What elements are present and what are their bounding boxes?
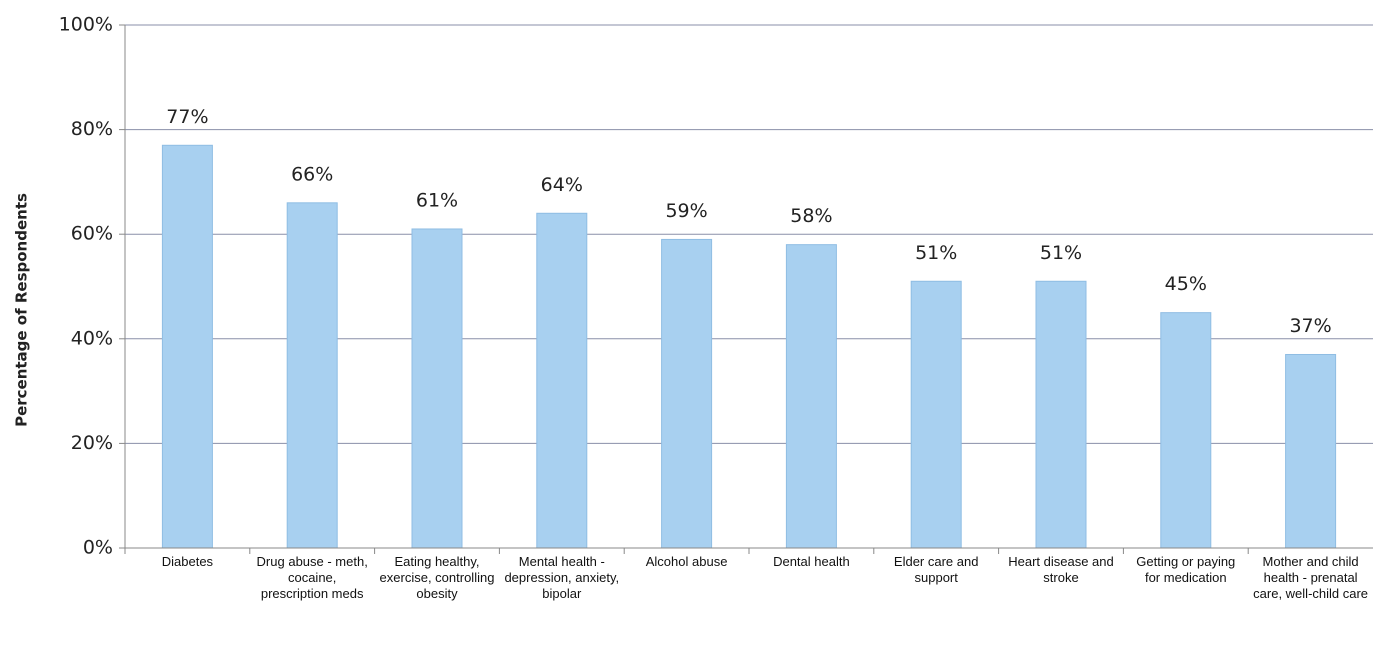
bar [910, 280, 962, 549]
y-tick-label: 20% [71, 432, 113, 454]
value-label: 51% [1040, 242, 1082, 264]
x-tick-label: Eating healthy, exercise, controlling ob… [379, 554, 495, 601]
bar [661, 238, 713, 549]
bar [1035, 280, 1087, 549]
x-tick-label: Dental health [773, 554, 850, 569]
x-tick-label: Mental health - depression, anxiety, bip… [504, 554, 620, 601]
value-label: 66% [291, 163, 333, 185]
x-tick-label: Heart disease and stroke [1008, 554, 1114, 585]
y-axis-title: Percentage of Respondents [13, 193, 31, 427]
bar [161, 144, 213, 549]
bar [785, 244, 837, 549]
bar [536, 212, 588, 549]
value-label: 58% [790, 205, 832, 227]
x-tick-label: Getting or paying for medication [1136, 554, 1236, 585]
bar [411, 228, 463, 549]
x-tick-label: Elder care and support [893, 554, 979, 585]
x-tick-label: Mother and child health - prenatal care,… [1253, 554, 1369, 601]
value-label: 64% [541, 174, 583, 196]
bar [1160, 312, 1212, 549]
value-label: 45% [1165, 273, 1207, 295]
value-label: 77% [166, 106, 208, 128]
y-tick-label: 100% [59, 14, 113, 36]
value-label: 61% [416, 189, 458, 211]
bar [286, 202, 338, 549]
value-label: 59% [665, 200, 707, 222]
bar [1285, 353, 1337, 549]
value-label: 37% [1289, 315, 1331, 337]
y-tick-label: 60% [71, 223, 113, 245]
y-tick-label: 80% [71, 118, 113, 140]
x-tick-label: Alcohol abuse [645, 554, 728, 569]
y-tick-label: 0% [83, 537, 113, 559]
x-tick-label: Diabetes [161, 554, 214, 569]
y-tick-label: 40% [71, 327, 113, 349]
x-tick-label: Drug abuse - meth, cocaine, prescription… [256, 554, 368, 601]
value-label: 51% [915, 242, 957, 264]
